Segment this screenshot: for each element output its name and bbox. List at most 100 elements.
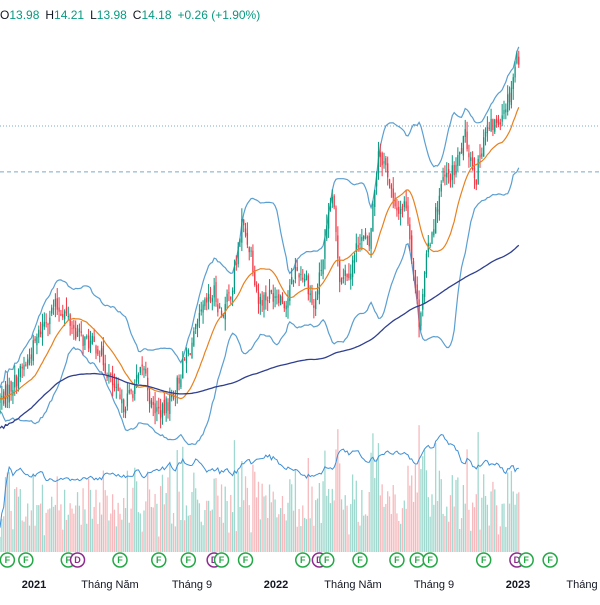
candle[interactable]: [363, 235, 365, 242]
candle[interactable]: [137, 372, 140, 385]
candle[interactable]: [494, 118, 496, 135]
candle[interactable]: [93, 328, 95, 343]
candle[interactable]: [379, 143, 381, 168]
candle[interactable]: [399, 200, 402, 226]
candle[interactable]: [274, 287, 276, 308]
candle[interactable]: [455, 157, 457, 178]
candle[interactable]: [307, 273, 309, 301]
candle[interactable]: [241, 208, 243, 252]
candle[interactable]: [514, 60, 516, 83]
candle[interactable]: [313, 299, 315, 319]
candle[interactable]: [10, 380, 12, 401]
candle[interactable]: [152, 396, 154, 417]
candle[interactable]: [38, 325, 40, 344]
candle[interactable]: [56, 288, 58, 315]
candle[interactable]: [244, 222, 247, 238]
candle[interactable]: [388, 178, 391, 189]
candle[interactable]: [370, 227, 372, 258]
candle[interactable]: [143, 365, 145, 378]
candle[interactable]: [141, 356, 143, 376]
candle[interactable]: [340, 277, 343, 285]
candle[interactable]: [366, 235, 369, 246]
candle[interactable]: [470, 151, 472, 167]
candle[interactable]: [215, 275, 217, 307]
candle[interactable]: [510, 80, 513, 109]
candle[interactable]: [30, 347, 33, 366]
candle[interactable]: [257, 283, 260, 314]
candle[interactable]: [396, 199, 398, 217]
candle[interactable]: [182, 351, 184, 379]
candle[interactable]: [401, 203, 404, 218]
candle[interactable]: [191, 337, 193, 359]
candle[interactable]: [108, 364, 110, 384]
candle[interactable]: [457, 147, 459, 172]
candle[interactable]: [435, 203, 437, 234]
candle[interactable]: [4, 380, 7, 408]
candle[interactable]: [505, 103, 507, 120]
candle[interactable]: [148, 387, 151, 413]
candle[interactable]: [320, 259, 322, 277]
candle[interactable]: [270, 289, 273, 295]
candle[interactable]: [303, 273, 306, 287]
candle[interactable]: [488, 121, 490, 132]
candle[interactable]: [54, 293, 57, 318]
candle[interactable]: [219, 302, 221, 309]
candle[interactable]: [339, 256, 341, 293]
candle[interactable]: [315, 291, 317, 316]
candle[interactable]: [381, 151, 383, 177]
candle[interactable]: [78, 323, 81, 342]
candle[interactable]: [6, 373, 9, 409]
candle[interactable]: [503, 100, 505, 120]
candle[interactable]: [466, 121, 468, 152]
candle[interactable]: [156, 400, 158, 422]
candle[interactable]: [204, 297, 206, 310]
candle[interactable]: [444, 165, 446, 186]
candle[interactable]: [331, 189, 333, 208]
candle[interactable]: [344, 264, 346, 286]
candle[interactable]: [387, 156, 389, 186]
candle[interactable]: [425, 250, 428, 278]
candle[interactable]: [206, 293, 208, 311]
candle[interactable]: [58, 297, 60, 322]
candle[interactable]: [95, 344, 97, 360]
candle[interactable]: [145, 361, 147, 377]
candle[interactable]: [287, 290, 289, 319]
candle[interactable]: [468, 144, 470, 168]
candle[interactable]: [446, 162, 448, 185]
candle[interactable]: [25, 361, 27, 367]
candle[interactable]: [499, 118, 501, 131]
candle[interactable]: [36, 333, 38, 355]
candle[interactable]: [383, 152, 385, 169]
candle[interactable]: [364, 228, 367, 240]
candle[interactable]: [3, 389, 5, 406]
candle[interactable]: [492, 118, 494, 137]
candle[interactable]: [73, 319, 75, 340]
candle[interactable]: [276, 289, 278, 305]
candle[interactable]: [224, 296, 226, 331]
candle[interactable]: [305, 270, 308, 281]
candle[interactable]: [123, 398, 125, 418]
candle[interactable]: [34, 336, 36, 344]
candle[interactable]: [134, 379, 136, 401]
candle[interactable]: [300, 266, 302, 281]
candle[interactable]: [159, 398, 162, 429]
financial-marker[interactable]: F: [151, 552, 167, 568]
candle[interactable]: [459, 151, 461, 166]
candle[interactable]: [423, 270, 426, 304]
candle[interactable]: [119, 387, 121, 400]
candle[interactable]: [178, 374, 180, 391]
candle[interactable]: [353, 252, 356, 274]
candle[interactable]: [161, 402, 164, 425]
candle[interactable]: [326, 214, 328, 241]
candle[interactable]: [86, 334, 88, 340]
candle[interactable]: [460, 142, 463, 154]
candle[interactable]: [261, 291, 263, 312]
candle[interactable]: [23, 356, 25, 377]
candle[interactable]: [453, 161, 455, 185]
candle[interactable]: [263, 292, 265, 318]
candle[interactable]: [412, 257, 415, 281]
candle[interactable]: [45, 313, 47, 328]
candle[interactable]: [479, 144, 481, 168]
